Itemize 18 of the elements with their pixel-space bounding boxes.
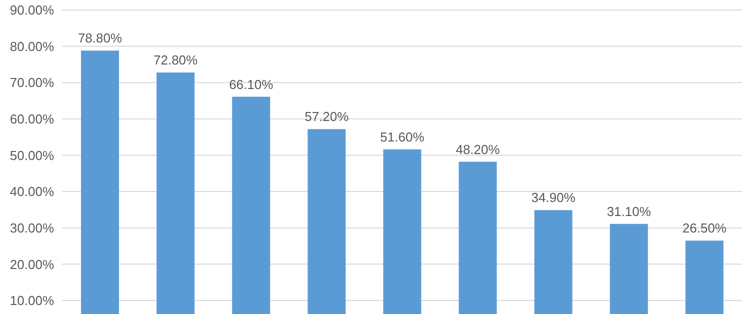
y-tick-label: 60.00% [10, 112, 54, 127]
y-tick-label: 40.00% [10, 184, 54, 200]
y-tick-label: 50.00% [10, 148, 54, 163]
y-tick-label: 10.00% [10, 293, 54, 308]
data-label: 51.60% [380, 129, 425, 144]
data-label: 34.90% [531, 190, 576, 206]
y-tick-label: 90.00% [10, 2, 54, 18]
data-label: 72.80% [154, 52, 198, 68]
y-tick-label: 20.00% [10, 256, 54, 272]
y-tick-label: 70.00% [10, 75, 54, 90]
data-label: 78.80% [78, 30, 122, 46]
data-label: 31.10% [606, 204, 652, 219]
data-label: 48.20% [456, 142, 500, 157]
data-label: 66.10% [229, 76, 274, 92]
data-label: 57.20% [304, 109, 350, 124]
y-tick-label: 30.00% [10, 220, 54, 236]
data-label: 26.50% [682, 220, 727, 236]
y-tick-label: 80.00% [10, 38, 54, 54]
